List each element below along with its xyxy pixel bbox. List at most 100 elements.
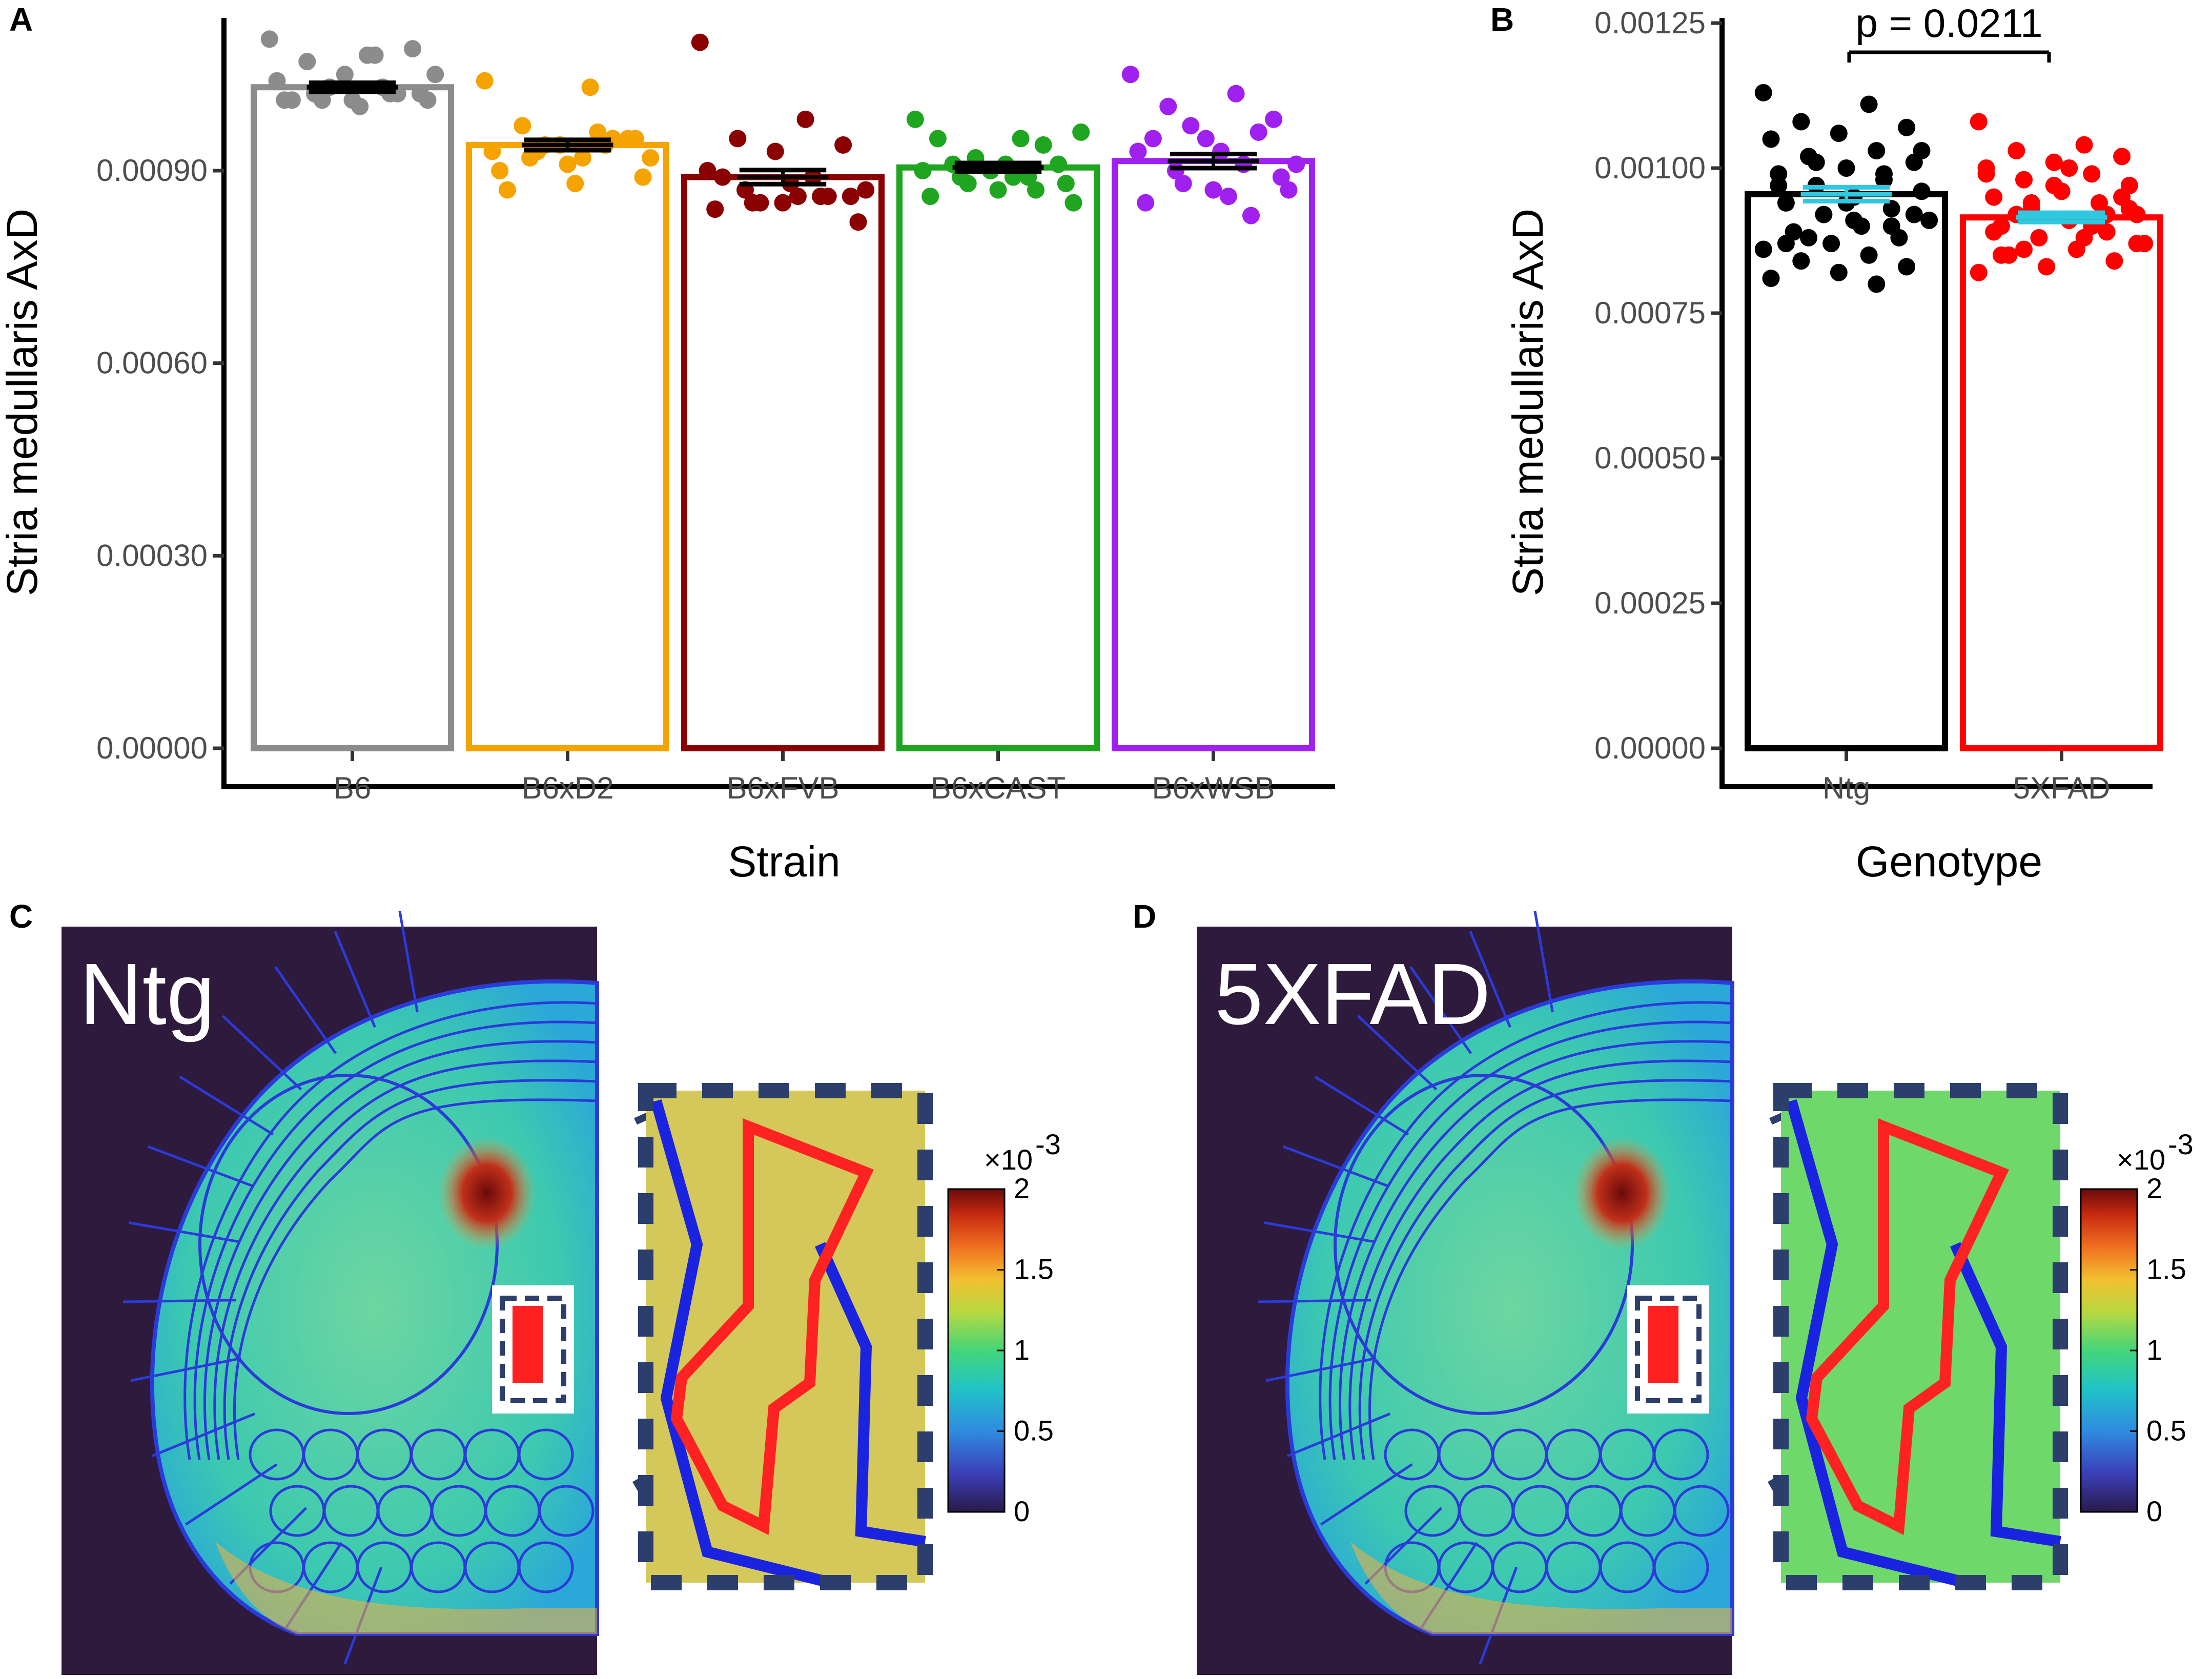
- data-point: [1837, 159, 1855, 177]
- data-point: [1777, 235, 1795, 253]
- data-point: [1182, 117, 1200, 135]
- data-point: [1815, 206, 1833, 223]
- region-boundary: [1673, 1485, 1730, 1537]
- data-point: [514, 117, 531, 135]
- brain-image-c: Ntg: [62, 910, 933, 1675]
- data-point: [1970, 263, 1988, 281]
- brain-image-d: 5XFAD: [1197, 910, 2068, 1675]
- cortex-boundary: [1368, 1098, 1733, 1460]
- data-point: [313, 91, 331, 109]
- chart-b: 0.00000 0.00025 0.00050 0.00075 0.00100 0.001…: [1504, 1, 2163, 886]
- ventral-region: [1350, 1542, 1732, 1634]
- data-point: [989, 181, 1007, 199]
- bar: [466, 141, 669, 751]
- data-point: [1860, 246, 1878, 264]
- data-point: [691, 33, 709, 51]
- colorbar-exponent: ×10: [2117, 1143, 2165, 1176]
- roi-dashed-border: [1635, 1296, 1702, 1403]
- panel-letter-a: A: [9, 1, 33, 38]
- data-point: [834, 136, 852, 154]
- data-point: [1770, 176, 1788, 194]
- colorbar-exponent: ×10: [984, 1143, 1033, 1176]
- data-point: [1242, 207, 1260, 224]
- data-point: [1272, 168, 1290, 186]
- data-point: [268, 72, 286, 90]
- data-point: [2008, 142, 2025, 160]
- region-boundary: [151, 1412, 256, 1458]
- inset-blue-boundary: [814, 1242, 926, 1547]
- data-point: [1204, 181, 1222, 199]
- data-point: [283, 91, 301, 109]
- data-point: [1868, 142, 1886, 160]
- region-boundary: [398, 910, 419, 1013]
- colorbar-tick-label: 0.5: [2146, 1415, 2186, 1447]
- cortex-boundary: [203, 1040, 598, 1460]
- data-point: [2113, 148, 2131, 166]
- significance-bracket: p = 0.0211: [1847, 1, 2051, 63]
- data-point: [1882, 217, 1900, 235]
- data-point: [1280, 181, 1298, 199]
- data-point: [2022, 194, 2040, 212]
- data-point: [426, 66, 444, 84]
- data-point: [1977, 165, 1995, 183]
- data-point: [1762, 130, 1780, 148]
- colorbar-tick-label: 2: [1014, 1172, 1030, 1204]
- chart-b-x-title: Genotype: [1856, 837, 2042, 886]
- inset-red-region: [1806, 1118, 2010, 1535]
- data-point: [1287, 155, 1305, 173]
- data-point: [1050, 155, 1068, 173]
- panel-letter-c: C: [9, 898, 33, 935]
- inset-red-region: [670, 1118, 874, 1535]
- data-point: [789, 188, 807, 206]
- data-point: [2045, 153, 2063, 171]
- data-point: [1012, 130, 1030, 148]
- data-point: [1121, 66, 1139, 84]
- colorbar-gradient: [947, 1188, 1006, 1513]
- data-point: [774, 194, 792, 212]
- data-point: [1034, 136, 1052, 154]
- data-point: [2075, 136, 2093, 154]
- y-tick-label: 0.00100: [1594, 151, 1706, 185]
- zoom-inset: [1781, 1091, 2060, 1583]
- data-point: [1830, 263, 1848, 281]
- region-boundary: [1653, 1541, 1709, 1593]
- data-point: [1777, 194, 1795, 212]
- data-point: [857, 181, 875, 199]
- colorbar-tick-label: 1: [1014, 1334, 1030, 1366]
- data-point: [1992, 246, 2010, 264]
- data-point: [1913, 142, 1931, 160]
- data-point: [298, 53, 316, 71]
- data-point: [906, 110, 924, 128]
- data-point: [2015, 171, 2033, 189]
- colorbar-tick-label: 1.5: [2146, 1253, 2186, 1285]
- region-boundary: [1282, 1145, 1388, 1187]
- image-label: Ntg: [79, 946, 215, 1043]
- region-boundary: [123, 1299, 236, 1303]
- chart-b-y-title: Stria medullaris AxD: [1504, 209, 1552, 596]
- data-point: [1174, 175, 1192, 193]
- colorbar-exponent-power: -3: [1035, 1128, 1061, 1160]
- data-point: [921, 188, 939, 206]
- y-tick-label: 0.00060: [96, 346, 208, 380]
- hot-spot: [438, 1137, 536, 1250]
- data-point: [766, 142, 784, 160]
- inset-blue-boundary: [650, 1099, 832, 1588]
- data-point: [336, 66, 354, 84]
- panel-letter-d: D: [1133, 898, 1156, 935]
- colorbar-tick-label: 0.5: [1014, 1415, 1054, 1447]
- p-value-label: p = 0.0211: [1855, 1, 2042, 46]
- data-point: [751, 194, 769, 212]
- region-boundary: [1314, 1075, 1409, 1136]
- data-point: [819, 188, 837, 206]
- data-point: [1072, 123, 1090, 141]
- data-point: [1144, 130, 1162, 148]
- data-point: [559, 155, 577, 173]
- data-point: [1227, 85, 1245, 103]
- bar: [681, 174, 885, 751]
- inset-blue-boundary: [1950, 1242, 2061, 1547]
- colorbar-d: 0 0.5 1 1.5 2×10 -3: [2080, 1128, 2194, 1527]
- data-point: [729, 130, 747, 148]
- region-boundary: [130, 1357, 241, 1382]
- region-boundary: [179, 1075, 274, 1136]
